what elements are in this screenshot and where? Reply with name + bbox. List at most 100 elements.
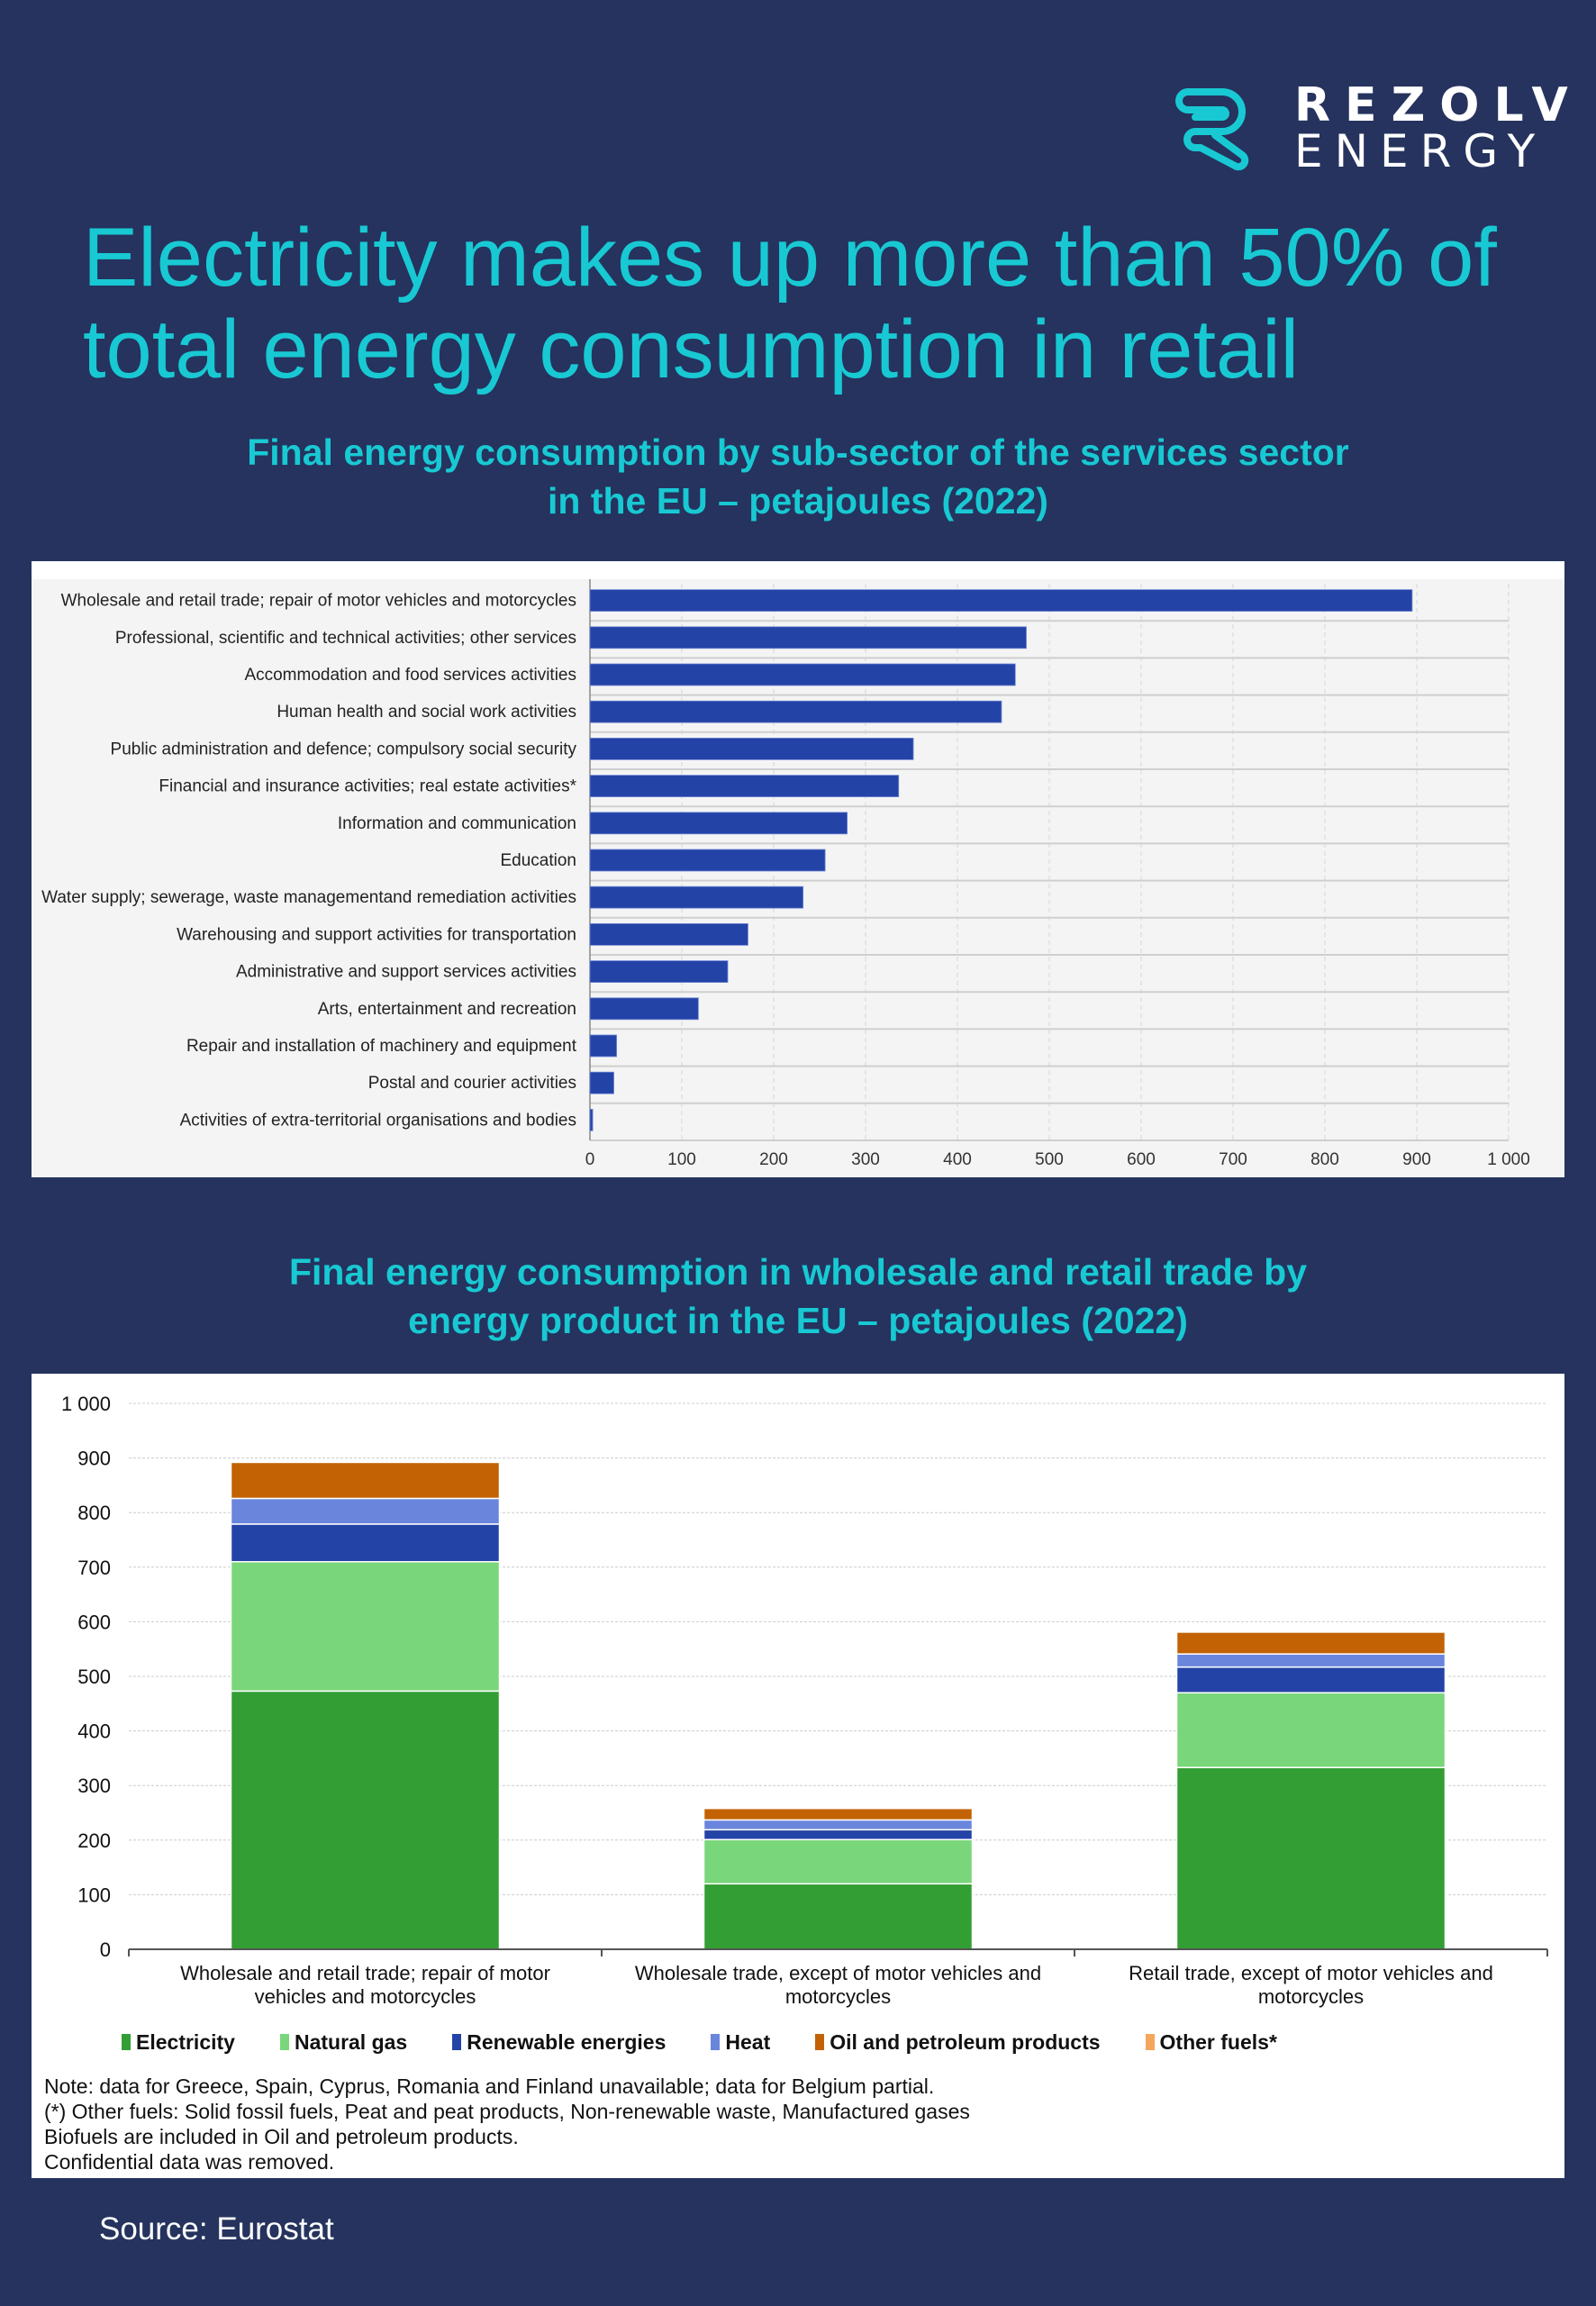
y-tick-label: 100 <box>77 1884 111 1906</box>
horizontal-bar-chart: Wholesale and retail trade; repair of mo… <box>41 579 1530 1169</box>
chart2-title-line1: Final energy consumption in wholesale an… <box>288 1251 1308 1293</box>
bar-segment-oil-and-petroleum-products <box>230 1461 501 1500</box>
bar-11 <box>589 960 729 984</box>
category-label: Financial and insurance activities; real… <box>159 777 576 796</box>
category-label: Wholesale trade, except of motor vehicle… <box>635 1962 1041 1984</box>
legend-item: Natural gas <box>279 2029 408 2055</box>
brand-logo: REZOLV ENERGY <box>1175 77 1568 177</box>
legend-label: Other fuels* <box>1159 2029 1277 2054</box>
legend-item: Oil and petroleum products <box>815 2029 1101 2055</box>
chart2-title-line2: energy product in the EU – petajoules (2… <box>408 1300 1188 1341</box>
brand-name-line1: REZOLV <box>1294 78 1582 132</box>
y-tick-label: 800 <box>77 1502 111 1524</box>
chart1-title-line2: in the EU – petajoules (2022) <box>548 480 1048 522</box>
category-label: Administrative and support services acti… <box>236 963 576 982</box>
category-label: Postal and courier activities <box>368 1074 576 1093</box>
chart2-notes: Note: data for Greece, Spain, Cyprus, Ro… <box>44 2074 1125 2174</box>
category-label: Public administration and defence; compu… <box>111 740 577 758</box>
legend-label: Electricity <box>136 2029 235 2054</box>
note-line: (*) Other fuels: Solid fossil fuels, Pea… <box>44 2100 970 2123</box>
y-tick-label: 600 <box>77 1611 111 1633</box>
x-tick-label: 1 000 <box>1487 1150 1530 1169</box>
x-tick-label: 900 <box>1402 1150 1431 1169</box>
x-tick-label: 800 <box>1310 1150 1339 1169</box>
x-tick-label: 100 <box>667 1150 696 1169</box>
bar-8 <box>589 849 826 872</box>
note-line: Biofuels are included in Oil and petrole… <box>44 2125 519 2148</box>
legend-swatch <box>815 2034 825 2050</box>
bar-segment-heat <box>703 1819 974 1831</box>
bar-5 <box>589 737 914 760</box>
bar-segment-heat <box>230 1497 501 1525</box>
bar-segment-heat <box>1175 1653 1446 1668</box>
legend-swatch <box>452 2034 462 2050</box>
x-tick-label: 200 <box>759 1150 788 1169</box>
bar-segment-electricity <box>230 1690 501 1950</box>
bar-4 <box>589 700 1002 723</box>
y-tick-label: 0 <box>100 1938 111 1961</box>
x-tick-label: 400 <box>943 1150 972 1169</box>
bar-9 <box>589 885 804 909</box>
bar-2 <box>589 626 1027 649</box>
x-tick-label: 500 <box>1035 1150 1064 1169</box>
chart1-panel: Wholesale and retail trade; repair of mo… <box>32 561 1564 1177</box>
category-label: Wholesale and retail trade; repair of mo… <box>61 592 576 611</box>
category-label: motorcycles <box>785 1985 891 2008</box>
category-label: Professional, scientific and technical a… <box>115 629 576 648</box>
category-label: Water supply; sewerage, waste management… <box>41 888 576 907</box>
category-label: vehicles and motorcycles <box>255 1985 476 2008</box>
y-tick-label: 300 <box>77 1775 111 1797</box>
bar-15 <box>589 1109 594 1131</box>
bar-12 <box>589 997 699 1021</box>
legend-label: Natural gas <box>294 2029 408 2054</box>
legend-swatch <box>279 2034 289 2050</box>
category-label: Warehousing and support activities for t… <box>177 925 576 944</box>
legend-swatch <box>1145 2034 1155 2050</box>
category-label: Human health and social work activities <box>277 703 576 722</box>
legend-item: Other fuels* <box>1145 2029 1277 2055</box>
bar-segment-oil-and-petroleum-products <box>1175 1631 1446 1655</box>
category-label: Accommodation and food services activiti… <box>244 666 576 685</box>
y-tick-label: 900 <box>77 1448 111 1470</box>
chart2-legend: Electricity Natural gas Renewable energies… <box>122 2027 1473 2057</box>
category-label: Wholesale and retail trade; repair of mo… <box>180 1962 550 1984</box>
headline-line1: Electricity makes up more than 50% of <box>83 212 1497 304</box>
bar-1 <box>589 589 1413 613</box>
bar-10 <box>589 922 748 946</box>
category-label: motorcycles <box>1258 1985 1364 2008</box>
headline-line2: total energy consumption in retail <box>83 304 1300 395</box>
bar-segment-natural-gas <box>703 1838 974 1885</box>
y-tick-label: 400 <box>77 1720 111 1743</box>
bar-13 <box>589 1034 617 1058</box>
category-label: Retail trade, except of motor vehicles a… <box>1129 1962 1493 1984</box>
chart1-title-line1: Final energy consumption by sub-sector o… <box>247 431 1349 473</box>
bar-segment-renewable-energies <box>1175 1666 1446 1693</box>
note-line: Confidential data was removed. <box>44 2150 335 2174</box>
y-tick-label: 200 <box>77 1829 111 1852</box>
r-monogram-icon <box>1175 88 1249 171</box>
bar-7 <box>589 812 848 835</box>
source-credit: Source: Eurostat <box>99 2211 334 2247</box>
bar-segment-renewable-energies <box>703 1829 974 1840</box>
y-tick-label: 700 <box>77 1557 111 1579</box>
bar-3 <box>589 663 1016 686</box>
x-tick-label: 0 <box>585 1150 595 1169</box>
note-line: Note: data for Greece, Spain, Cyprus, Ro… <box>44 2074 935 2098</box>
category-label: Activities of extra-territorial organisa… <box>180 1111 576 1130</box>
category-label: Arts, entertainment and recreation <box>318 1000 576 1019</box>
bar-segment-natural-gas <box>1175 1692 1446 1768</box>
y-tick-label: 500 <box>77 1666 111 1688</box>
category-label: Repair and installation of machinery and… <box>186 1037 577 1056</box>
bar-6 <box>589 775 900 798</box>
legend-item: Electricity <box>122 2030 235 2055</box>
x-tick-label: 600 <box>1127 1150 1156 1169</box>
bar-segment-oil-and-petroleum-products <box>703 1807 974 1821</box>
page-headline: Electricity makes up more than 50% of to… <box>83 212 1560 395</box>
category-label: Education <box>500 851 576 870</box>
legend-label: Heat <box>725 2029 771 2054</box>
chart1-title: Final energy consumption by sub-sector o… <box>77 428 1519 525</box>
y-tick-label: 1 000 <box>61 1393 111 1415</box>
legend-item: Renewable energies <box>452 2030 666 2055</box>
category-label: Information and communication <box>338 814 576 833</box>
legend-label: Oil and petroleum products <box>830 2029 1101 2054</box>
